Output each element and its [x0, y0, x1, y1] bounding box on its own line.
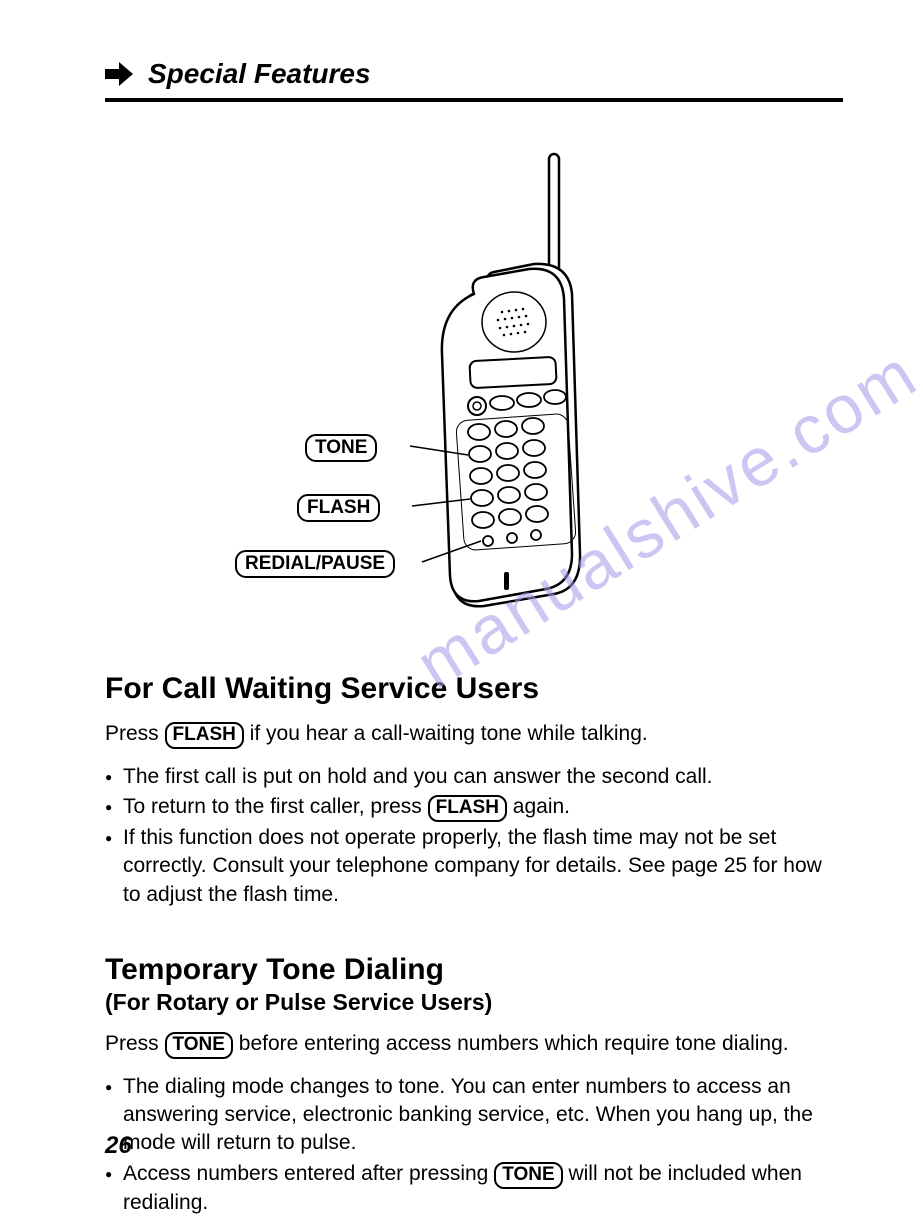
section2: Temporary Tone Dialing (For Rotary or Pu…	[105, 953, 843, 1217]
section2-subheading: (For Rotary or Pulse Service Users)	[105, 989, 843, 1016]
section1-intro-pre: Press	[105, 722, 165, 745]
label-flash: FLASH	[297, 494, 380, 522]
section2-intro-post: before entering access numbers which req…	[233, 1032, 789, 1055]
flash-button-ref: FLASH	[428, 795, 507, 822]
header: Special Features	[105, 58, 843, 90]
section1-intro-post: if you hear a call-waiting tone while ta…	[244, 722, 648, 745]
arrow-right-icon	[105, 62, 133, 86]
header-divider	[105, 98, 843, 102]
section2-heading: Temporary Tone Dialing	[105, 953, 843, 987]
page-number: 26	[105, 1132, 132, 1160]
label-tone: TONE	[305, 434, 377, 462]
header-title: Special Features	[148, 58, 371, 90]
section2-bullet-2: Access numbers entered after pressing TO…	[105, 1160, 843, 1217]
section1-bullet-1: The first call is put on hold and you ca…	[105, 763, 843, 791]
section2-intro-pre: Press	[105, 1032, 165, 1055]
section1-intro: Press FLASH if you hear a call-waiting t…	[105, 720, 843, 749]
section1-bullets: The first call is put on hold and you ca…	[105, 763, 843, 909]
label-redial-pause: REDIAL/PAUSE	[235, 550, 395, 578]
section2-bullet-1: The dialing mode changes to tone. You ca…	[105, 1073, 843, 1158]
section2-intro: Press TONE before entering access number…	[105, 1030, 843, 1059]
section1-heading: For Call Waiting Service Users	[105, 672, 843, 706]
flash-button-ref: FLASH	[165, 722, 244, 749]
section1-bullet-3: If this function does not operate proper…	[105, 824, 843, 909]
section2-bullets: The dialing mode changes to tone. You ca…	[105, 1073, 843, 1217]
section1-bullet-2protect: To return to the first caller, press FLA…	[105, 793, 843, 822]
phone-diagram: TONE FLASH REDIAL/PAUSE	[105, 144, 843, 624]
tone-button-ref: TONE	[494, 1162, 562, 1189]
tone-button-ref: TONE	[165, 1032, 233, 1059]
